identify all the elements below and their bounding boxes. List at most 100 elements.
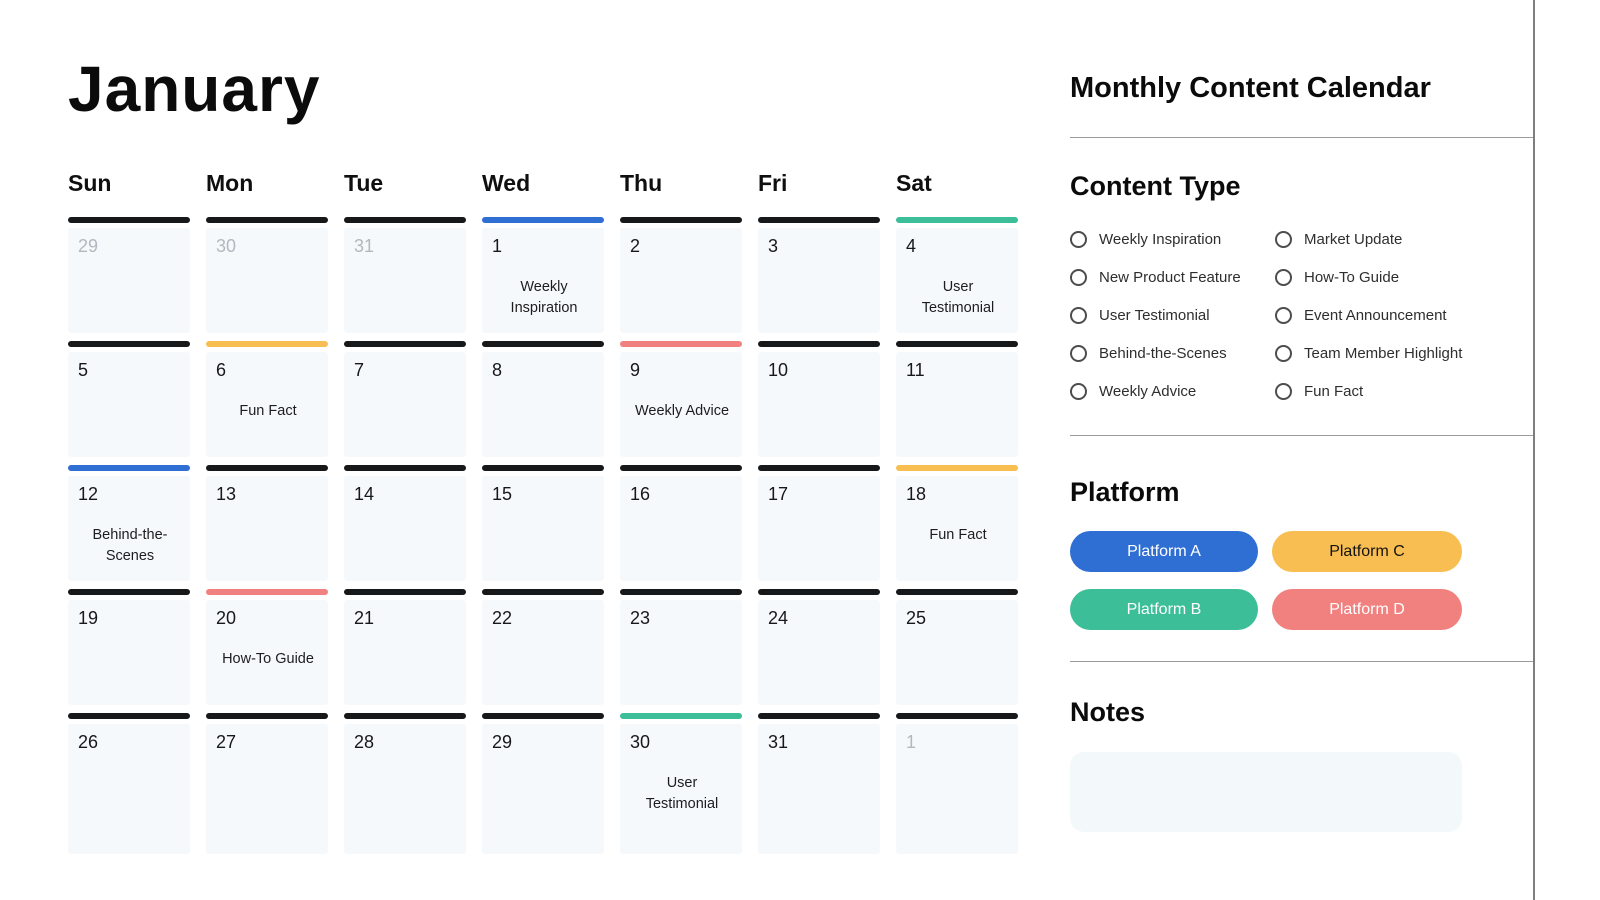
calendar-day-cell[interactable]: 14 [344, 465, 466, 581]
day-cell-body: 13 [206, 476, 328, 581]
day-cell-body: 6 Fun Fact [206, 352, 328, 457]
day-accent-bar [620, 589, 742, 595]
radio-button-icon[interactable] [1070, 231, 1087, 248]
calendar-day-cell[interactable]: 10 [758, 341, 880, 457]
calendar-day-cell[interactable]: 3 [758, 217, 880, 333]
day-cell-body: 10 [758, 352, 880, 457]
day-accent-bar [896, 465, 1018, 471]
calendar-day-cell[interactable]: 17 [758, 465, 880, 581]
calendar-day-cell[interactable]: 27 [206, 713, 328, 854]
day-accent-bar [344, 465, 466, 471]
calendar-day-cell[interactable]: 6 Fun Fact [206, 341, 328, 457]
radio-button-icon[interactable] [1275, 269, 1292, 286]
calendar-day-cell[interactable]: 1 [896, 713, 1018, 854]
calendar-day-cell[interactable]: 1 Weekly Inspiration [482, 217, 604, 333]
content-type-option[interactable]: Fun Fact [1275, 380, 1533, 403]
radio-button-icon[interactable] [1275, 345, 1292, 362]
calendar-day-cell[interactable]: 5 [68, 341, 190, 457]
radio-button-icon[interactable] [1070, 383, 1087, 400]
calendar-day-cell[interactable]: 20 How-To Guide [206, 589, 328, 705]
calendar-day-cell[interactable]: 25 [896, 589, 1018, 705]
calendar-day-cell[interactable]: 2 [620, 217, 742, 333]
calendar-day-cell[interactable]: 16 [620, 465, 742, 581]
weekday-header: Wed [482, 170, 531, 196]
notes-heading: Notes [1070, 697, 1146, 727]
day-accent-bar [758, 589, 880, 595]
calendar-day-cell[interactable]: 15 [482, 465, 604, 581]
weekday-header: Sun [68, 170, 112, 196]
platform-button[interactable]: Platform C [1272, 531, 1462, 572]
day-accent-bar [620, 465, 742, 471]
day-accent-bar [206, 465, 328, 471]
day-accent-bar [206, 341, 328, 347]
content-type-option[interactable]: Event Announcement [1275, 304, 1533, 327]
calendar-day-cell[interactable]: 22 [482, 589, 604, 705]
calendar-day-cell[interactable]: 13 [206, 465, 328, 581]
calendar-day-cell[interactable]: 23 [620, 589, 742, 705]
radio-button-icon[interactable] [1275, 231, 1292, 248]
platform-button[interactable]: Platform B [1070, 589, 1258, 630]
content-type-option[interactable]: How-To Guide [1275, 266, 1533, 289]
calendar-day-cell[interactable]: 31 [344, 217, 466, 333]
platform-button[interactable]: Platform A [1070, 531, 1258, 572]
day-accent-bar [68, 713, 190, 719]
platform-button[interactable]: Platform D [1272, 589, 1462, 630]
day-number: 14 [354, 484, 375, 504]
calendar-day-cell[interactable]: 24 [758, 589, 880, 705]
content-type-option[interactable]: Market Update [1275, 228, 1533, 251]
day-cell-body: 28 [344, 724, 466, 854]
content-type-option[interactable]: Weekly Advice [1070, 380, 1275, 403]
content-type-option-label: Behind-the-Scenes [1099, 345, 1227, 362]
calendar-day-cell[interactable]: 31 [758, 713, 880, 854]
radio-button-icon[interactable] [1070, 345, 1087, 362]
day-cell-body: 5 [68, 352, 190, 457]
panel-title: Monthly Content Calendar [1070, 72, 1431, 104]
day-cell-body: 29 [482, 724, 604, 854]
day-cell-body: 7 [344, 352, 466, 457]
content-type-option[interactable]: Behind-the-Scenes [1070, 342, 1275, 365]
calendar-day-cell[interactable]: 29 [482, 713, 604, 854]
content-type-option[interactable]: User Testimonial [1070, 304, 1275, 327]
calendar-day-cell[interactable]: 19 [68, 589, 190, 705]
day-number: 27 [216, 732, 237, 752]
calendar-day-cell[interactable]: 9 Weekly Advice [620, 341, 742, 457]
divider [1070, 137, 1533, 138]
content-type-option[interactable]: Weekly Inspiration [1070, 228, 1275, 251]
radio-button-icon[interactable] [1070, 269, 1087, 286]
content-type-options: Weekly Inspiration Market Update New Pro… [1070, 228, 1533, 403]
content-type-option-label: New Product Feature [1099, 269, 1241, 286]
calendar-day-cell[interactable]: 30 [206, 217, 328, 333]
calendar-day-cell[interactable]: 11 [896, 341, 1018, 457]
day-cell-body: 21 [344, 600, 466, 705]
day-event-label: Weekly Advice [634, 403, 730, 419]
radio-button-icon[interactable] [1070, 307, 1087, 324]
day-accent-bar [344, 217, 466, 223]
calendar-day-cell[interactable]: 18 Fun Fact [896, 465, 1018, 581]
radio-button-icon[interactable] [1275, 383, 1292, 400]
content-type-heading: Content Type [1070, 171, 1241, 201]
day-cell-body: 1 Weekly Inspiration [482, 228, 604, 333]
calendar-day-cell[interactable]: 30 User Testimonial [620, 713, 742, 854]
calendar-day-cell[interactable]: 12 Behind-the-Scenes [68, 465, 190, 581]
weekday-header: Sat [896, 170, 932, 196]
calendar-day-cell[interactable]: 4 User Testimonial [896, 217, 1018, 333]
calendar-day-cell[interactable]: 28 [344, 713, 466, 854]
platform-buttons: Platform A Platform C Platform B Platform D [1070, 531, 1462, 630]
calendar-day-cell[interactable]: 8 [482, 341, 604, 457]
radio-button-icon[interactable] [1275, 307, 1292, 324]
calendar-day-cell[interactable]: 26 [68, 713, 190, 854]
day-cell-body: 9 Weekly Advice [620, 352, 742, 457]
month-title: January [68, 53, 321, 125]
day-cell-body: 4 User Testimonial [896, 228, 1018, 333]
day-number: 1 [906, 732, 917, 752]
content-type-option[interactable]: Team Member Highlight [1275, 342, 1533, 365]
day-accent-bar [344, 589, 466, 595]
content-type-option-label: Weekly Advice [1099, 383, 1197, 400]
content-type-option-label: Event Announcement [1304, 307, 1447, 324]
calendar-day-cell[interactable]: 29 [68, 217, 190, 333]
calendar-day-cell[interactable]: 7 [344, 341, 466, 457]
content-type-option[interactable]: New Product Feature [1070, 266, 1275, 289]
calendar-day-cell[interactable]: 21 [344, 589, 466, 705]
notes-input-area[interactable] [1070, 752, 1462, 832]
day-number: 26 [78, 732, 99, 752]
